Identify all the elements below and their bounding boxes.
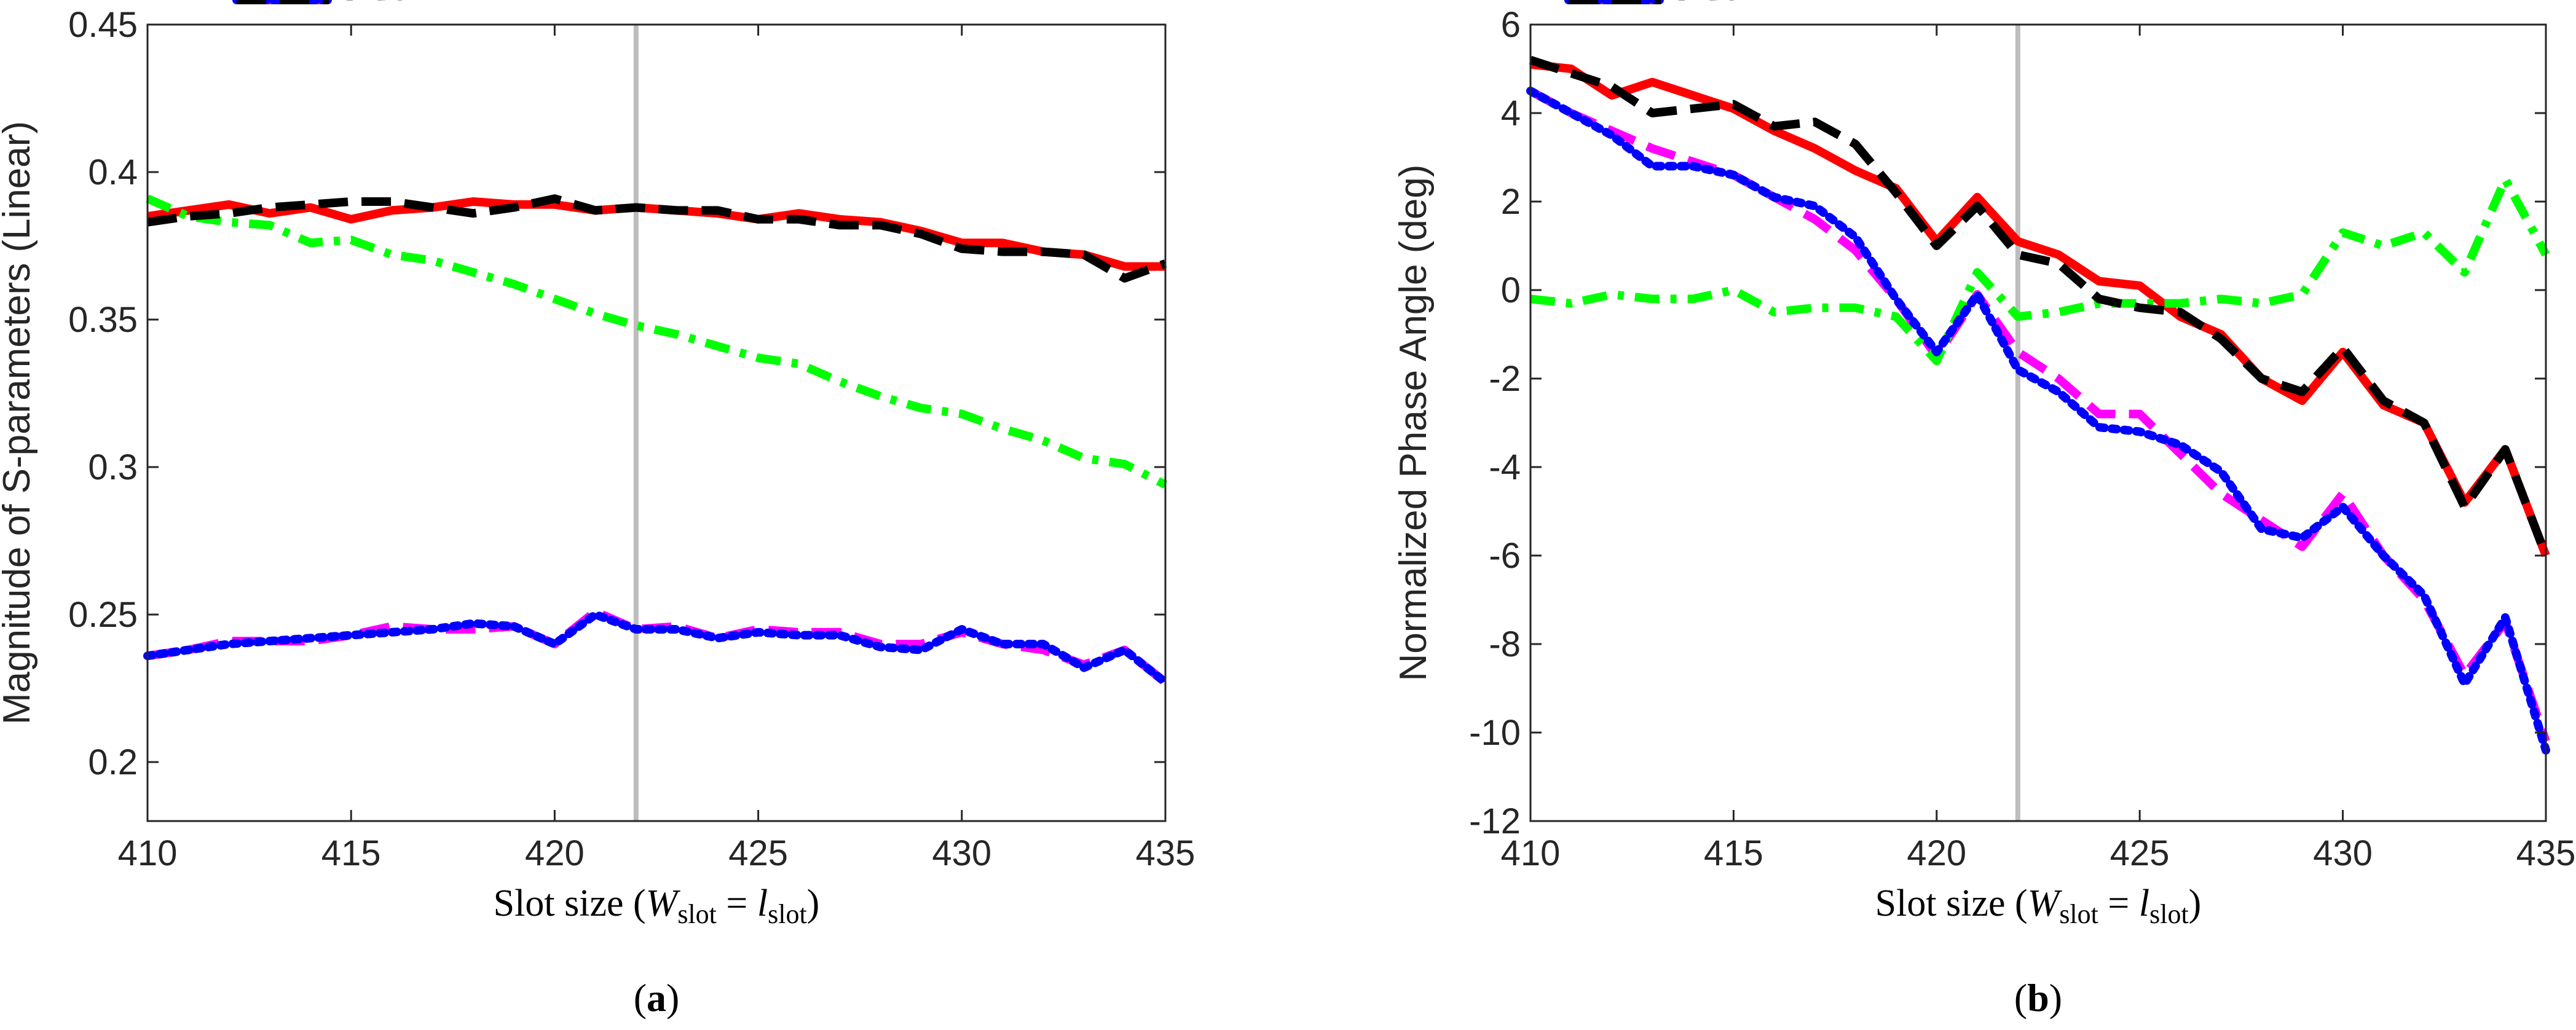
xlabel-w-sub: slot (2059, 899, 2098, 929)
y-tick-label: 2 (1501, 182, 1521, 222)
series-lines (143, 194, 1170, 687)
panel-b: 410 415 420 425 430 435 -12 -10 -8 -6 -4 -2 0 2 4 6 No… (1392, 0, 2575, 1020)
axes-box (146, 23, 1167, 822)
y-tick-label: 4 (1501, 93, 1521, 133)
x-tick-label: 415 (1704, 833, 1763, 873)
legend-label: S 46 (338, 0, 409, 7)
xlabel-eq: = (717, 883, 757, 924)
y-tick-label: 0.4 (88, 152, 138, 192)
axes-box (1529, 23, 2547, 822)
x-tick-label: 435 (1136, 833, 1195, 873)
legend-label: S 26 (338, 0, 409, 7)
xlabel-suffix: ) (2189, 883, 2202, 924)
y-ticks: -12 -10 -8 -6 -4 -2 0 2 4 6 (1469, 5, 2546, 841)
xlabel-w: W (2028, 883, 2063, 924)
x-tick-label: 415 (321, 833, 381, 873)
y-axis-label: Magnitude of S-parameters (Linear) (0, 121, 38, 725)
x-axis-label: Slot size (Wslot = lslot) (1875, 883, 2202, 929)
x-tick-label: 430 (2313, 833, 2373, 873)
x-tick-label: 430 (932, 833, 991, 873)
panel-a: 410 415 420 425 430 435 0.2 0.25 0.3 0.35 0.4 0.45… (0, 0, 1195, 1020)
plot-area (1530, 25, 2546, 821)
legend-label: S 36 (338, 0, 409, 7)
series-line-s56 (1529, 55, 2550, 557)
legend-label: S 56 (1670, 0, 1741, 7)
y-tick-label: 0.2 (88, 742, 138, 782)
xlabel-l-sub: slot (768, 899, 807, 929)
series-lines (1526, 55, 2550, 755)
xlabel-l-sub: slot (2149, 899, 2189, 929)
xlabel-w-sub: slot (677, 899, 717, 929)
y-tick-label: 0.45 (68, 5, 138, 45)
y-tick-label: 0.3 (88, 447, 138, 487)
x-tick-label: 420 (1907, 833, 1966, 873)
series-line-s36 (146, 194, 1168, 489)
y-tick-label: 0.25 (68, 595, 138, 635)
y-tick-label: 0 (1501, 270, 1521, 310)
xlabel-eq: = (2098, 883, 2139, 924)
y-ticks: 0.2 0.25 0.3 0.35 0.4 0.45 (68, 5, 1165, 782)
legend-label: S 56 (338, 0, 409, 7)
xlabel-prefix: Slot size ( (494, 883, 646, 924)
y-tick-label: -10 (1469, 713, 1521, 753)
series-line-s46 (143, 610, 1170, 687)
xlabel-l: l (2139, 883, 2149, 924)
panel-caption: (a) (634, 976, 680, 1020)
x-tick-label: 410 (118, 833, 178, 873)
x-ticks: 410 415 420 425 430 435 (118, 25, 1195, 873)
legend-label: S 26 (1670, 0, 1741, 7)
x-tick-label: 420 (525, 833, 585, 873)
legend-label: S 16 (1670, 0, 1741, 7)
series-line-s16 (146, 197, 1165, 271)
y-tick-label: -12 (1469, 801, 1521, 841)
y-axis-label: Normalized Phase Angle (deg) (1392, 165, 1435, 682)
legend: S 16S 26S 36S 46S 56 (1564, 0, 1741, 7)
y-tick-label: 0.35 (68, 300, 138, 340)
xlabel-w: W (646, 883, 681, 924)
x-ticks: 410 415 420 425 430 435 (1501, 25, 2576, 873)
x-tick-label: 410 (1501, 833, 1561, 873)
y-tick-label: -2 (1489, 359, 1521, 399)
x-tick-label: 435 (2516, 833, 2576, 873)
xlabel-prefix: Slot size ( (1875, 883, 2028, 924)
series-line-s36 (1530, 175, 2550, 366)
panel-caption: (b) (2014, 976, 2062, 1020)
plot-area (148, 25, 1165, 821)
y-tick-label: -6 (1489, 536, 1521, 576)
x-axis-label: Slot size (Wslot = lslot) (494, 883, 820, 929)
panel-letter: b (2027, 976, 2049, 1020)
y-tick-label: -8 (1489, 624, 1521, 664)
legend-label: S 46 (1670, 0, 1741, 7)
legend-label: S 36 (1670, 0, 1741, 7)
x-tick-label: 425 (728, 833, 788, 873)
legend: S 16S 26S 36S 46S 56 (232, 0, 409, 7)
legend-label: S 16 (338, 0, 409, 7)
x-tick-label: 425 (2110, 833, 2170, 873)
panel-letter: a (647, 976, 666, 1020)
xlabel-l: l (757, 883, 768, 924)
xlabel-suffix: ) (807, 883, 820, 924)
series-line-s46 (1526, 87, 2550, 755)
y-tick-label: -4 (1489, 447, 1521, 487)
y-tick-label: 6 (1501, 5, 1521, 45)
